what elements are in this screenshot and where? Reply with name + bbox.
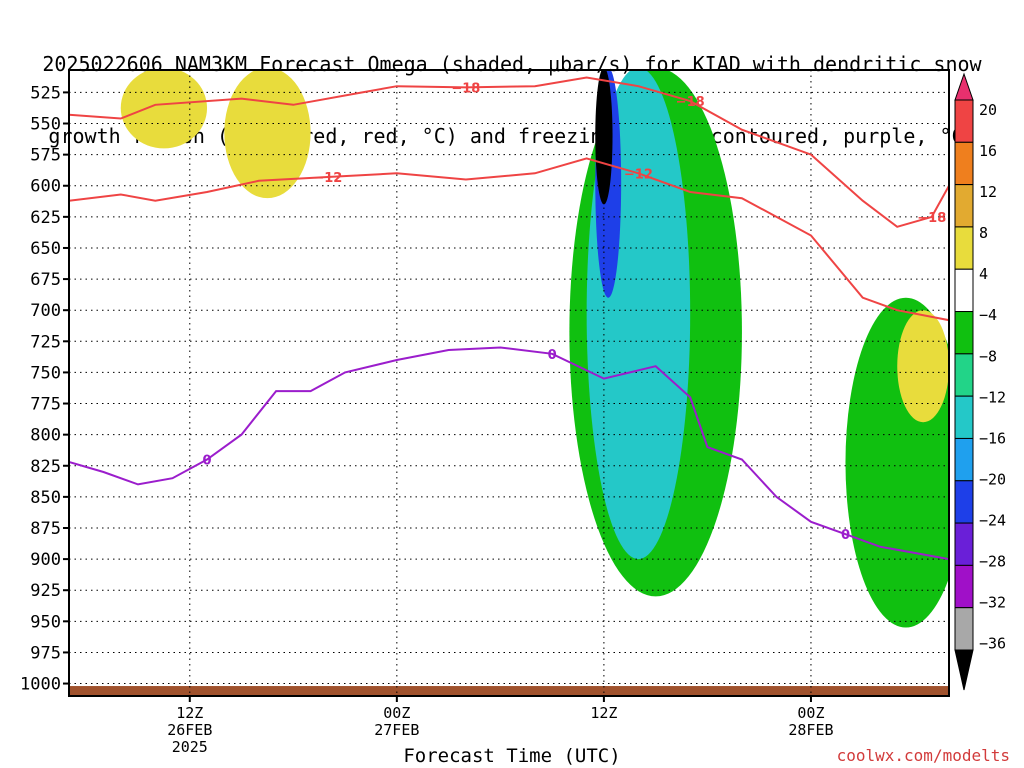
contour-line--18 <box>69 76 949 228</box>
y-tick-label-850: 850 <box>30 488 61 508</box>
terrain-ground <box>69 686 949 696</box>
y-tick-label-975: 975 <box>30 643 61 663</box>
y-tick-label-550: 550 <box>30 115 61 135</box>
x-tick-label-2-0: 12Z <box>590 704 617 722</box>
y-tick-label-875: 875 <box>30 519 61 539</box>
contour-label--18-2: −18 <box>676 95 705 110</box>
y-tick-label-950: 950 <box>30 612 61 632</box>
colorbar-label-1: 16 <box>979 142 997 160</box>
colorbar-box-5 <box>954 311 974 355</box>
colorbar-box-9 <box>954 480 974 524</box>
colorbar-label-8: −16 <box>979 429 1006 447</box>
y-tick-label-650: 650 <box>30 239 61 259</box>
omega-region-3 <box>595 70 613 205</box>
x-tick-label-3-1: 28FEB <box>788 721 833 739</box>
x-tick-label-1-1: 27FEB <box>374 721 419 739</box>
y-tick-label-525: 525 <box>30 83 61 103</box>
x-tick-label-0-0: 12Z <box>176 704 203 722</box>
omega-region-7 <box>897 310 949 423</box>
contour-line-0 <box>69 346 949 561</box>
y-tick-label-900: 900 <box>30 550 61 570</box>
plot-frame <box>68 69 950 697</box>
omega-region-6 <box>224 70 311 199</box>
contour-label-0-0: 0 <box>203 454 212 469</box>
colorbar-label-12: −32 <box>979 594 1006 612</box>
grid-lines <box>69 70 949 696</box>
x-tick-label-0-2: 2025 <box>172 738 208 756</box>
contour-label-0-1: 0 <box>548 348 557 363</box>
colorbar-label-7: −12 <box>979 388 1006 406</box>
colorbar-box-2 <box>954 184 974 228</box>
temperature-contours: −18 −18 −18 −12 −12 0 0 0 <box>69 76 949 561</box>
y-tick-label-800: 800 <box>30 426 61 446</box>
colorbar-label-2: 12 <box>979 183 997 201</box>
credit-link[interactable]: coolwx.com/modelts <box>836 746 1010 765</box>
y-tick-label-775: 775 <box>30 395 61 415</box>
y-tick-label-625: 625 <box>30 208 61 228</box>
colorbar-box-8 <box>954 437 974 482</box>
omega-shading <box>120 70 949 628</box>
y-tick-label-1000: 1000 <box>20 675 61 695</box>
colorbar-box-10 <box>954 522 974 566</box>
colorbar-box-0 <box>954 99 974 143</box>
y-tick-label-750: 750 <box>30 363 61 383</box>
y-axis-ticks: 525 550 575 600 625 650 675 700 725 750 775 800 825 8… <box>20 83 69 695</box>
colorbar-box-6 <box>954 353 974 397</box>
colorbar-box-7 <box>954 395 974 439</box>
colorbar-label-0: 20 <box>979 101 997 119</box>
y-tick-label-700: 700 <box>30 301 61 321</box>
contour-label--12-0: −12 <box>313 171 342 186</box>
contour-line--12 <box>69 157 949 322</box>
colorbar-label-3: 8 <box>979 224 988 242</box>
x-axis-title: Forecast Time (UTC) <box>403 745 621 767</box>
colorbar-label-9: −20 <box>979 470 1006 488</box>
colorbar-top-arrow <box>954 72 974 101</box>
colorbar-box-11 <box>954 564 974 609</box>
chart-title-line-1: 2025022606 NAM3KM Forecast Omega (shaded… <box>42 52 982 76</box>
colorbar-label-13: −36 <box>979 635 1006 653</box>
y-tick-label-675: 675 <box>30 270 61 290</box>
colorbar-box-3 <box>954 226 974 270</box>
colorbar-box-1 <box>954 141 974 186</box>
contour-label--12-1: −12 <box>624 167 653 182</box>
colorbar-bottom-arrow <box>954 649 974 691</box>
y-tick-label-725: 725 <box>30 332 61 352</box>
colorbar-box-4 <box>954 268 974 313</box>
contour-label--18-3: −18 <box>917 211 946 226</box>
y-tick-label-825: 825 <box>30 457 61 477</box>
colorbar-label-6: −8 <box>979 347 997 365</box>
y-tick-label-925: 925 <box>30 581 61 601</box>
colorbar-label-5: −4 <box>979 306 997 324</box>
y-tick-label-600: 600 <box>30 177 61 197</box>
x-tick-label-3-0: 00Z <box>797 704 824 722</box>
contour-label-0-2: 0 <box>841 528 850 543</box>
colorbar: 20 16 12 8 4 −4 −8 −12 −16 −20 −24 −28 −32 −36 <box>954 72 1006 691</box>
x-tick-label-1-0: 00Z <box>383 704 410 722</box>
y-tick-label-575: 575 <box>30 146 61 166</box>
ground-strip <box>69 686 949 696</box>
colorbar-label-4: 4 <box>979 265 988 283</box>
colorbar-label-10: −24 <box>979 511 1006 529</box>
omega-region-5 <box>120 70 208 149</box>
colorbar-box-12 <box>954 607 974 651</box>
colorbar-label-11: −28 <box>979 552 1006 570</box>
x-tick-label-0-1: 26FEB <box>167 721 212 739</box>
contour-label--18-1: −18 <box>451 81 480 96</box>
